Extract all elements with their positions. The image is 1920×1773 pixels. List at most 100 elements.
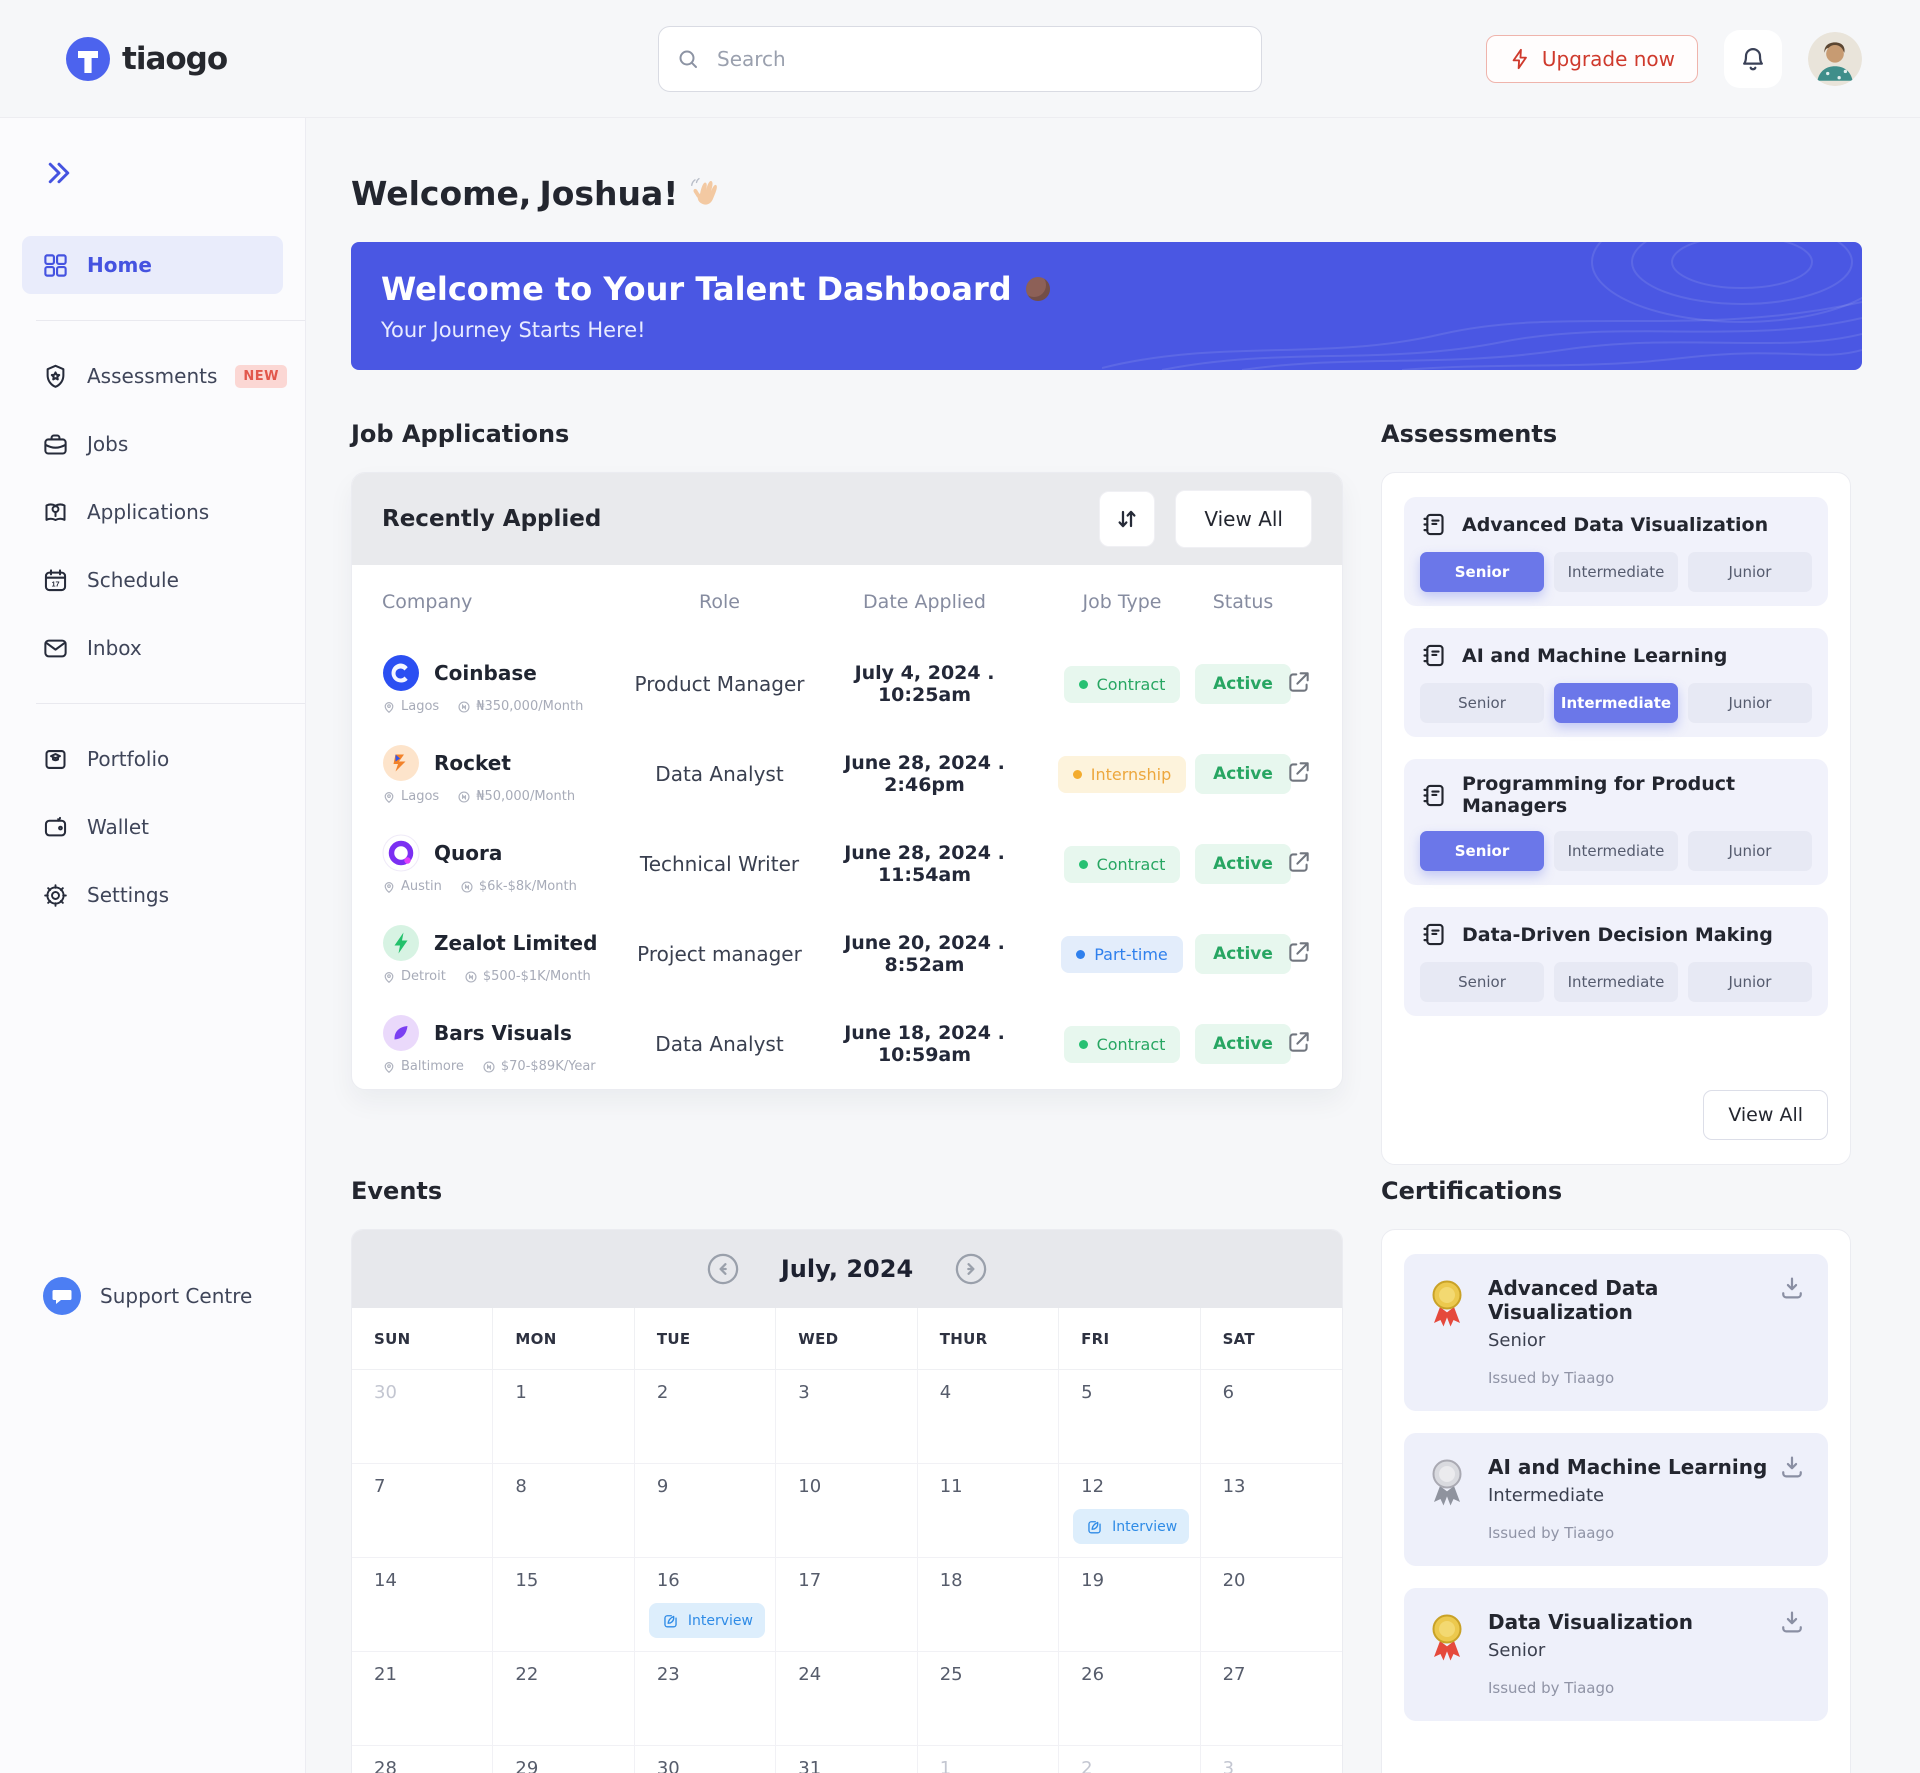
calendar-cell-10[interactable]: 10 (776, 1464, 918, 1558)
applications-view-all-button[interactable]: View All (1175, 490, 1312, 548)
column-header: Status (1212, 591, 1274, 613)
external-link-icon[interactable] (1286, 1029, 1312, 1055)
sidebar-collapse-button[interactable] (44, 158, 74, 188)
calendar-cell-8[interactable]: 8 (493, 1464, 635, 1558)
company-name: Rocket (434, 751, 511, 775)
calendar-cell-17[interactable]: 17 (776, 1558, 918, 1652)
calendar-cell-1[interactable]: 1 (493, 1370, 635, 1464)
calendar-cell-23[interactable]: 23 (634, 1652, 777, 1746)
calendar-cell-3[interactable]: 3 (776, 1370, 918, 1464)
notebook-icon (1420, 511, 1447, 538)
column-header: Company (382, 591, 473, 613)
external-link-icon[interactable] (1286, 669, 1312, 695)
calendar-cell-30[interactable]: 30 (352, 1370, 494, 1464)
calendar-cell-29[interactable]: 29 (493, 1746, 635, 1773)
search-input[interactable] (658, 26, 1262, 92)
job-applications-title: Job Applications (351, 420, 570, 448)
job-type-badge: Internship (1057, 755, 1187, 793)
table-row[interactable]: Zealot Limited Detroit $500-$1K/Month Pr… (352, 909, 1342, 999)
calendar-cell-26[interactable]: 26 (1059, 1652, 1201, 1746)
calendar-cell-19[interactable]: 19 (1059, 1558, 1201, 1652)
calendar-next-button[interactable] (953, 1251, 989, 1287)
download-icon[interactable] (1778, 1608, 1806, 1636)
calendar-cell-18[interactable]: 18 (917, 1558, 1060, 1652)
assessment-levels: Senior Intermediate Junior (1420, 831, 1812, 871)
download-icon[interactable] (1778, 1453, 1806, 1481)
sidebar-item-home[interactable]: Home (22, 236, 283, 294)
sidebar-divider (36, 320, 305, 321)
calendar-cell-30[interactable]: 30 (635, 1746, 777, 1773)
calendar-event-interview[interactable]: Interview (1073, 1509, 1190, 1544)
calendar-cell-12[interactable]: 12 Interview (1059, 1464, 1201, 1558)
calendar-cell-15[interactable]: 15 (493, 1558, 635, 1652)
calendar-cell-22[interactable]: 22 (493, 1652, 635, 1746)
avatar[interactable] (1808, 31, 1862, 86)
calendar-cell-27[interactable]: 27 (1200, 1652, 1342, 1746)
calendar-cell-9[interactable]: 9 (634, 1464, 777, 1558)
search-icon (676, 47, 700, 71)
main-content: Welcome, Joshua! Welcome to Your Talent … (306, 118, 1920, 1773)
external-link-icon[interactable] (1286, 849, 1312, 875)
calendar-cell-24[interactable]: 24 (776, 1652, 918, 1746)
events-title: Events (351, 1177, 443, 1205)
calendar-cell-14[interactable]: 14 (352, 1558, 494, 1652)
company-cell: Rocket Lagos ₦50,000/Month (382, 744, 632, 804)
calendar-cell-21[interactable]: 21 (352, 1652, 494, 1746)
sidebar-item-wallet[interactable]: Wallet (22, 798, 283, 856)
calendar-cell-20[interactable]: 20 (1200, 1558, 1342, 1652)
sort-button[interactable] (1099, 491, 1156, 547)
event-label: Interview (1112, 1518, 1178, 1535)
calendar-cell-5[interactable]: 5 (1059, 1370, 1201, 1464)
silver-medal-icon (1426, 1457, 1468, 1513)
sidebar-item-jobs[interactable]: Jobs (22, 415, 283, 473)
notifications-button[interactable] (1724, 29, 1782, 88)
sidebar-item-assessments[interactable]: Assessments NEW (22, 347, 287, 405)
assessment-card[interactable]: Programming for Product Managers Senior I… (1404, 759, 1828, 885)
calendar-cell-7[interactable]: 7 (352, 1464, 494, 1558)
calendar-cell-16[interactable]: 16 Interview (634, 1558, 777, 1652)
table-row[interactable]: Coinbase Lagos ₦350,000/Month Product Ma… (352, 639, 1342, 729)
assessment-card[interactable]: Advanced Data Visualization Senior Interm… (1404, 497, 1828, 606)
brand: tiaogo (64, 35, 228, 83)
table-row[interactable]: Bars Visuals Baltimore $70-$89K/Year Dat… (352, 999, 1342, 1089)
calendar-prev-button[interactable] (705, 1251, 741, 1287)
assessment-card[interactable]: AI and Machine Learning Senior Intermedia… (1404, 628, 1828, 737)
calendar-cell-25[interactable]: 25 (917, 1652, 1060, 1746)
upgrade-button[interactable]: Upgrade now (1485, 34, 1698, 83)
calendar-event-interview[interactable]: Interview (648, 1603, 765, 1638)
calendar-cell-31[interactable]: 31 (776, 1746, 918, 1773)
sidebar-item-schedule[interactable]: 17 Schedule (22, 551, 283, 609)
calendar-cell-1[interactable]: 1 (918, 1746, 1060, 1773)
assessments-view-all-button[interactable]: View All (1703, 1090, 1828, 1140)
sidebar-item-portfolio[interactable]: Portfolio (22, 730, 283, 788)
support-centre-item[interactable]: Support Centre (0, 1276, 305, 1316)
job-type-badge: Part-time (1061, 935, 1183, 973)
table-row[interactable]: Quora Austin $6k-$8k/Month Technical Wri… (352, 819, 1342, 909)
company-salary: $500-$1K/Month (482, 969, 591, 984)
external-link-icon[interactable] (1286, 939, 1312, 965)
external-link-icon[interactable] (1286, 759, 1312, 785)
status-badge: Active (1195, 934, 1291, 974)
calendar-cell-2[interactable]: 2 (1059, 1746, 1201, 1773)
calendar-day-number: 9 (656, 1476, 669, 1497)
calendar-cell-3[interactable]: 3 (1201, 1746, 1342, 1773)
company-salary: ₦350,000/Month (476, 699, 584, 714)
calendar-cell-4[interactable]: 4 (917, 1370, 1060, 1464)
calendar-cell-13[interactable]: 13 (1200, 1464, 1342, 1558)
calendar-cell-11[interactable]: 11 (917, 1464, 1060, 1558)
sidebar-item-applications[interactable]: Applications (22, 483, 283, 541)
assessment-card[interactable]: Data-Driven Decision Making Senior Interm… (1404, 907, 1828, 1016)
topbar: tiaogo Upgrade now (0, 0, 1920, 118)
calendar-cell-28[interactable]: 28 (352, 1746, 494, 1773)
table-row[interactable]: Rocket Lagos ₦50,000/Month Data Analyst … (352, 729, 1342, 819)
calendar-cell-2[interactable]: 2 (634, 1370, 777, 1464)
job-applications-section: Job Applications Recently Applied View A… (351, 420, 1343, 1113)
sidebar-item-settings[interactable]: Settings (22, 866, 283, 924)
download-icon[interactable] (1778, 1274, 1806, 1302)
calendar-cell-6[interactable]: 6 (1200, 1370, 1342, 1464)
bars-logo (382, 1014, 420, 1052)
calendar-day-header: WED (776, 1308, 918, 1370)
company-name: Quora (434, 841, 503, 865)
level-chip-junior: Junior (1688, 962, 1812, 1002)
sidebar-item-inbox[interactable]: Inbox (22, 619, 283, 677)
